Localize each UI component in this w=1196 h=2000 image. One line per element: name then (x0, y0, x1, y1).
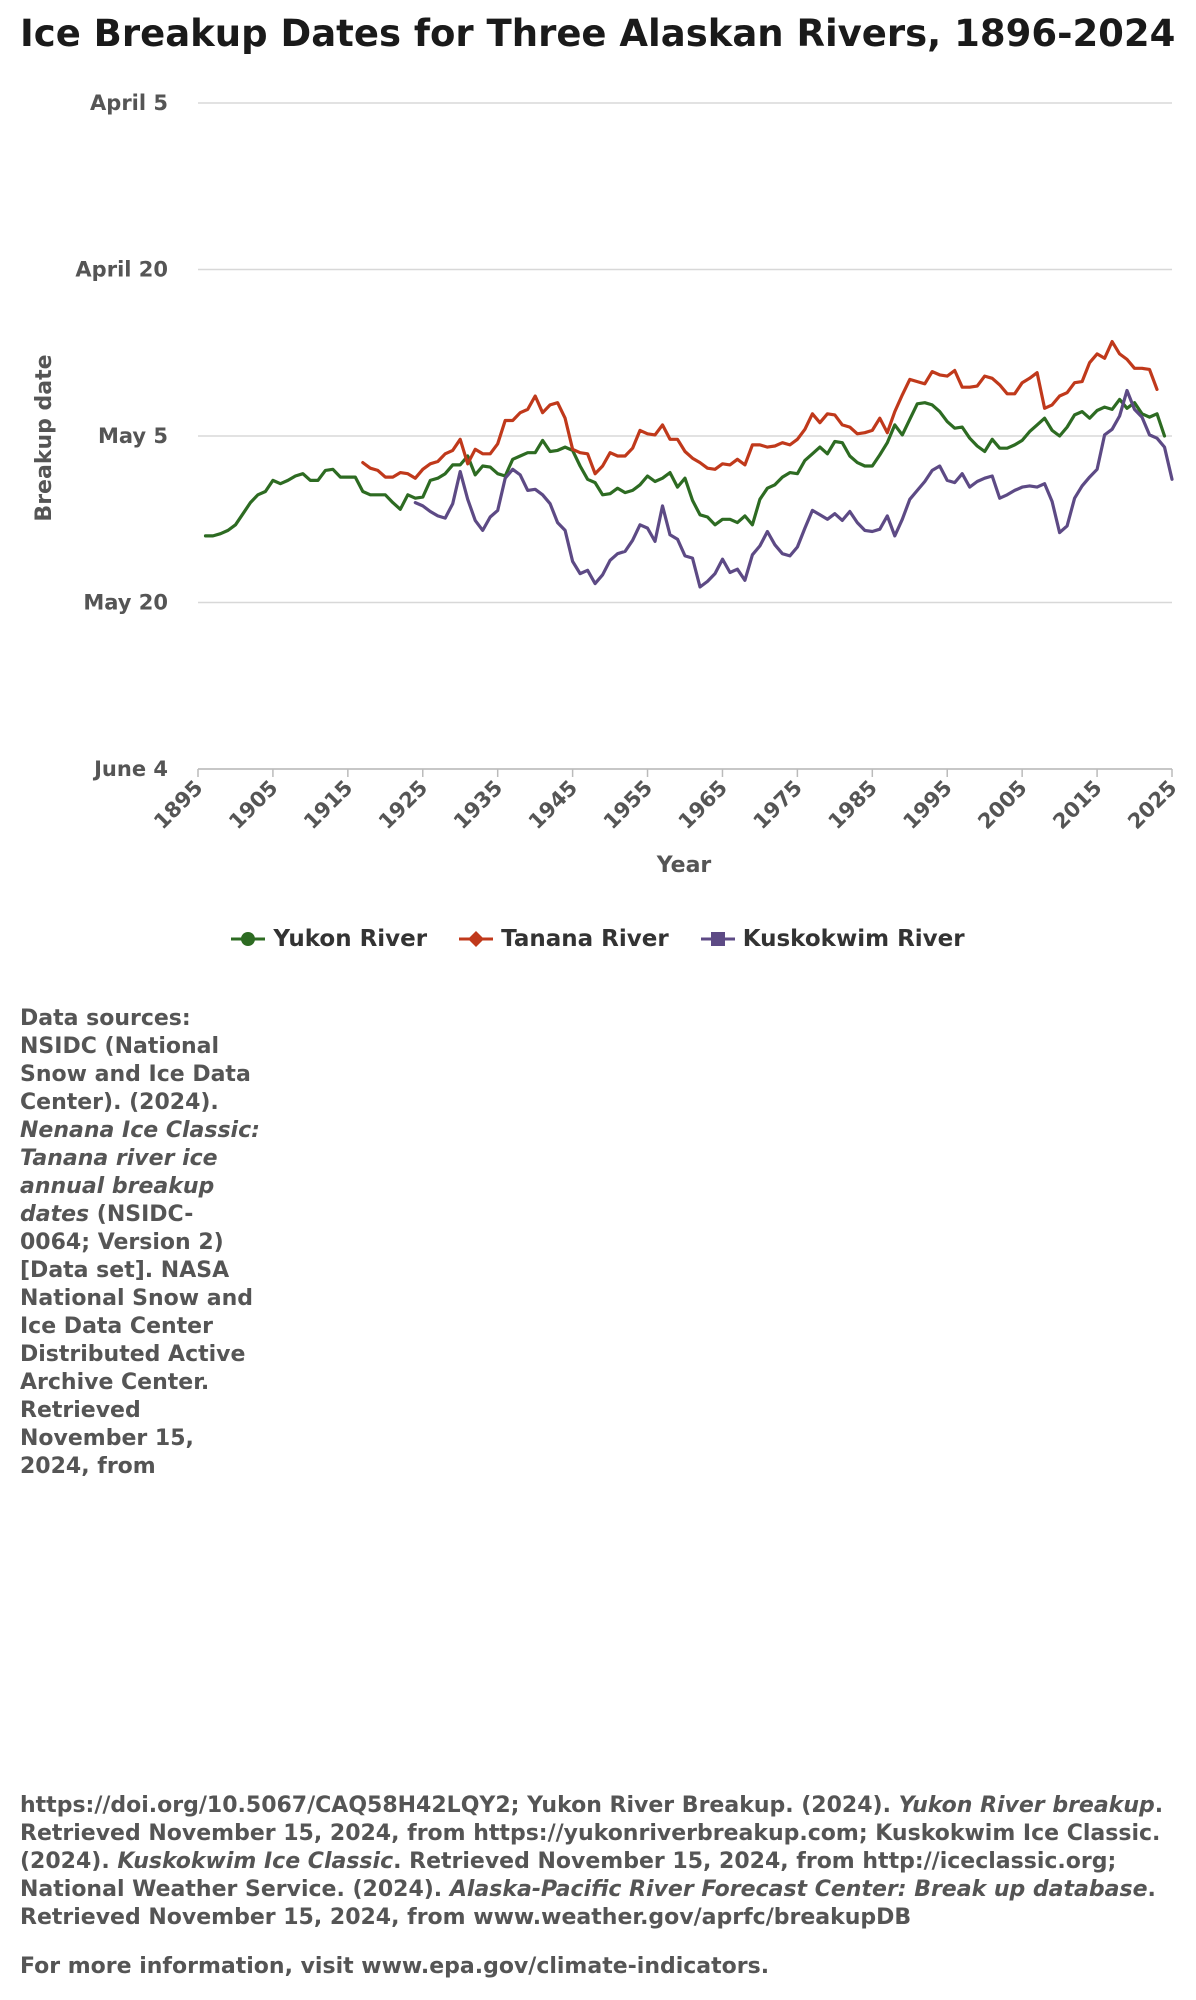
y-tick-label: May 5 (98, 424, 168, 448)
x-tick-label: 1905 (224, 776, 282, 834)
x-tick-label: 1995 (898, 776, 956, 834)
data-sources-continued: https://doi.org/10.5067/CAQ58H42LQY2; Yu… (20, 1793, 1164, 1930)
legend-item-kuskokwim[interactable]: Kuskokwim River (700, 926, 965, 952)
series-line-kuskokwim-river[interactable] (413, 388, 1174, 589)
x-axis: 1895 1905 1915 1925 1935 1945 1955 1965 1975 1985… (149, 768, 1182, 834)
x-tick-label: 1955 (599, 776, 657, 834)
y-tick-label: June 4 (92, 757, 168, 781)
legend-item-yukon[interactable]: Yukon River (231, 926, 427, 952)
legend-marker-circle-icon (231, 932, 266, 946)
legend-item-tanana[interactable]: Tanana River (459, 926, 669, 952)
x-tick-label: 1935 (449, 776, 507, 834)
series-line-tanana-river[interactable] (361, 340, 1159, 480)
y-axis-title: Breakup date (32, 354, 57, 521)
x-tick-label: 2025 (1123, 776, 1181, 834)
y-axis-ticks: April 5 April 20 May 5 May 20 June 4 (75, 91, 168, 781)
more-info: For more information, visit www.epa.gov/… (20, 1954, 770, 1979)
y-tick-label: May 20 (83, 591, 168, 615)
x-tick-label: 1925 (374, 776, 432, 834)
legend-label-tanana: Tanana River (501, 926, 669, 952)
legend-marker-square-icon (700, 932, 735, 946)
series-line-yukon-river[interactable] (203, 397, 1167, 538)
chart-title: Ice Breakup Dates for Three Alaskan Rive… (20, 12, 1176, 55)
x-axis-title: Year (656, 853, 712, 878)
x-tick-label: 1945 (524, 776, 582, 834)
x-tick-label: 2005 (973, 776, 1031, 834)
legend-label-yukon: Yukon River (273, 926, 428, 952)
data-sources: Data sources: NSIDC (National Snow and I… (20, 1006, 260, 1479)
x-tick-label: 1895 (149, 776, 207, 834)
legend-marker-diamond-icon (459, 931, 494, 947)
series-lines (203, 340, 1174, 589)
x-tick-label: 2015 (1048, 776, 1106, 834)
x-tick-label: 1915 (299, 776, 357, 834)
legend: Yukon River Tanana River Kuskokwim River (0, 926, 1196, 952)
x-tick-label: 1975 (749, 776, 807, 834)
x-tick-label: 1985 (824, 776, 882, 834)
line-chart: April 5 April 20 May 5 May 20 June 4 1895 190… (32, 91, 1182, 878)
y-tick-label: April 20 (75, 258, 168, 282)
y-tick-label: April 5 (90, 91, 168, 115)
x-tick-label: 1965 (674, 776, 732, 834)
legend-label-kuskokwim: Kuskokwim River (742, 926, 965, 952)
